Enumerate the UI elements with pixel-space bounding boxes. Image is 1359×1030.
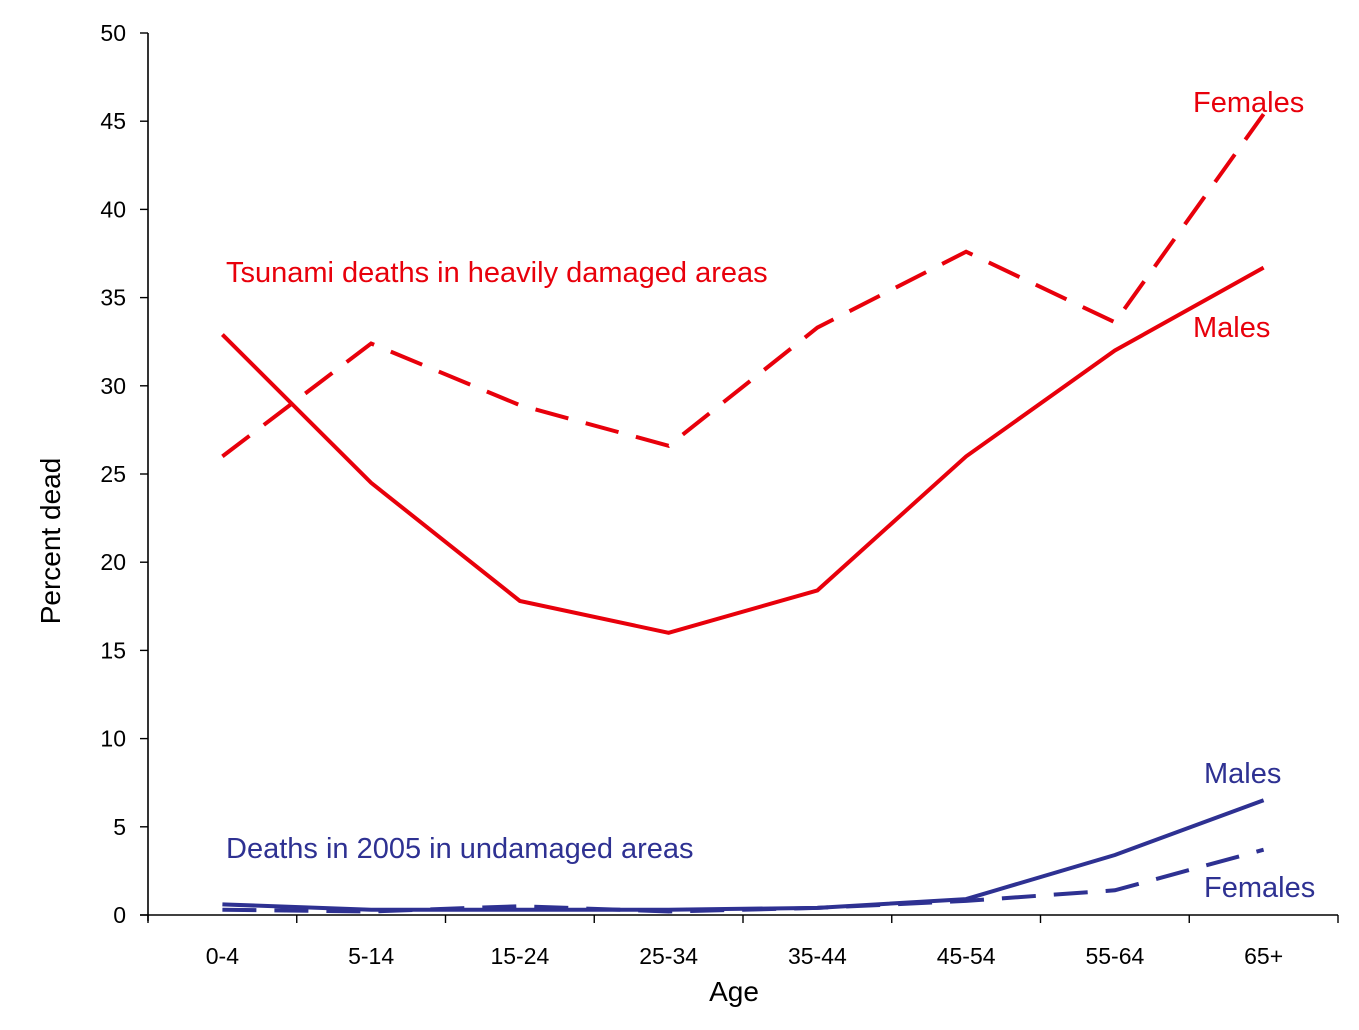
series-line-2005-females xyxy=(222,847,1265,914)
axes: 0 5 10 15 20 25 30 35 40 45 50 0-4 5-14 15-24 25-34 35-… xyxy=(100,20,1339,969)
y-axis-title: Percent dead xyxy=(35,458,66,625)
y-tick-label: 15 xyxy=(100,637,126,663)
y-tick-label: 45 xyxy=(100,108,126,134)
y-tick-label: 20 xyxy=(100,549,126,575)
y-tick-label: 5 xyxy=(113,814,126,840)
y-tick-label: 0 xyxy=(113,902,126,928)
y-tick-label: 10 xyxy=(100,726,126,752)
annotation-2005-females: Females xyxy=(1204,872,1315,904)
series-line-tsunami-males xyxy=(220,265,1265,635)
y-tick-label: 50 xyxy=(100,20,126,46)
x-tick-label: 0-4 xyxy=(206,943,239,969)
annotation-2005-males: Males xyxy=(1204,758,1281,790)
x-tick-label: 45-54 xyxy=(937,943,996,969)
y-tick-label: 25 xyxy=(100,461,126,487)
x-tick-label: 25-34 xyxy=(639,943,698,969)
x-axis-title: Age xyxy=(709,976,759,1007)
series-line-tsunami-females xyxy=(221,112,1266,458)
annotation-tsunami-females: Females xyxy=(1193,87,1304,119)
annotation-tsunami-males: Males xyxy=(1193,312,1270,344)
x-tick-label: 5-14 xyxy=(348,943,394,969)
series-group xyxy=(220,112,1266,914)
x-tick-label: 65+ xyxy=(1244,943,1283,969)
x-tick-label: 35-44 xyxy=(788,943,847,969)
annotation-tsunami-title: Tsunami deaths in heavily damaged areas xyxy=(226,257,768,289)
x-tick-label: 15-24 xyxy=(490,943,549,969)
y-tick-label: 35 xyxy=(100,285,126,311)
y-tick-label: 30 xyxy=(100,373,126,399)
x-tick-label: 55-64 xyxy=(1085,943,1144,969)
y-tick-label: 40 xyxy=(100,196,126,222)
annotations: Tsunami deaths in heavily damaged areas … xyxy=(226,87,1315,904)
annotation-2005-title: Deaths in 2005 in undamaged areas xyxy=(226,833,694,865)
